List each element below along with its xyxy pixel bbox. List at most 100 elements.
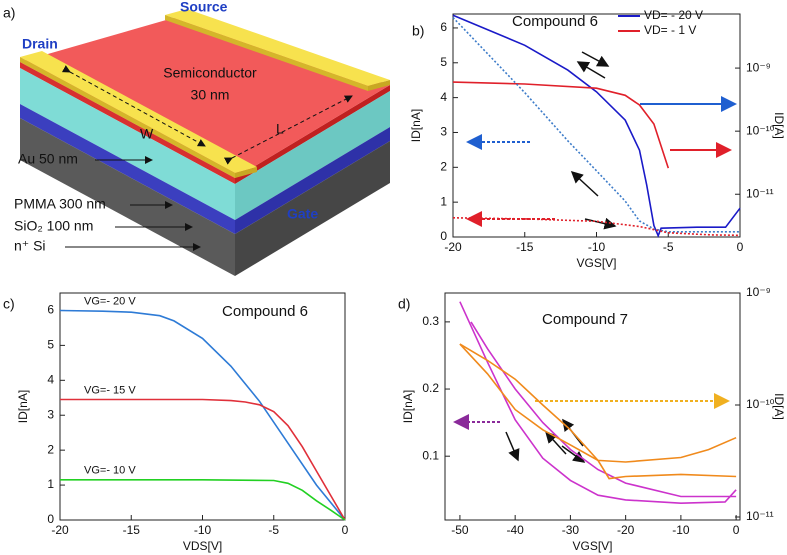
x-axis-label: VGS[V]: [572, 539, 612, 553]
sweep-arrow: [576, 61, 606, 79]
drain-label: Drain: [22, 36, 58, 52]
sweep-arrow: [544, 430, 567, 455]
y-tick-label: 4: [440, 90, 447, 104]
y2-axis-label: ID[A]: [772, 112, 786, 139]
y-tick-label: 6: [440, 20, 447, 34]
sio2-label: SiO₂ 100 nm: [14, 218, 93, 234]
x-axis-label: VDS[V]: [183, 539, 222, 553]
length-arrow: [223, 95, 353, 165]
y-tick-label: 0: [47, 512, 54, 526]
panel-label: d): [398, 296, 410, 312]
x-tick-label: -50: [451, 523, 469, 537]
chart-title: Compound 7: [542, 311, 628, 328]
source-electrode: [165, 9, 390, 86]
y-axis-label: ID[nA]: [16, 390, 30, 423]
drain-electrode-side: [235, 167, 257, 178]
y2-tick-label: 10⁻¹¹: [746, 509, 774, 523]
series-label: VG=- 10 V: [84, 465, 136, 477]
si-side: [20, 118, 235, 276]
sweep-arrow: [584, 217, 617, 230]
si-side: [235, 141, 390, 276]
x-tick-label: -30: [562, 523, 580, 537]
y-tick-label: 6: [47, 303, 54, 317]
series-line: [459, 343, 737, 463]
y2-tick-label: 10⁻¹⁰: [746, 397, 775, 411]
plot-frame: [59, 292, 346, 521]
legend-label: VD= - 1 V: [644, 23, 696, 37]
plot-frame: [444, 292, 741, 521]
pmma-label: PMMA 300 nm: [14, 196, 106, 212]
y-tick-label: 0: [440, 229, 447, 243]
series-line: [459, 301, 737, 505]
sweep-arrow: [505, 431, 520, 462]
series-line: [452, 81, 670, 169]
semiconductor-label: Semiconductor: [163, 65, 257, 81]
y-tick-label: 5: [440, 55, 447, 69]
chart-title: Compound 6: [222, 303, 308, 320]
x-tick-label: -10: [672, 523, 690, 537]
x-tick-label: -5: [663, 240, 674, 254]
x-tick-label: -15: [516, 240, 534, 254]
x-tick-label: 0: [737, 240, 744, 254]
series-line: [470, 321, 737, 498]
y2-tick-label: 10⁻¹⁰: [746, 123, 775, 137]
series-line: [452, 16, 740, 233]
x-tick-label: 0: [733, 523, 740, 537]
chart-title: Compound 6: [512, 13, 598, 30]
y2-axis-label: ID[A]: [772, 393, 786, 420]
y-tick-label: 0.3: [422, 314, 439, 328]
x-tick-label: -20: [617, 523, 635, 537]
sweep-arrow: [570, 170, 599, 197]
device-diagram: a) Source Drain Semiconductor 30 nm W L …: [3, 0, 390, 276]
series-line: [59, 309, 346, 521]
series-line: [60, 479, 346, 521]
y-tick-label: 1: [440, 194, 447, 208]
y-tick-label: 2: [47, 442, 54, 456]
series-line: [452, 14, 741, 238]
y2-tick-label: 10⁻⁹: [746, 60, 771, 74]
x-tick-label: -10: [194, 523, 212, 537]
y-axis-label: ID[nA]: [401, 390, 415, 423]
y-axis-label: ID[nA]: [409, 109, 423, 142]
x-tick-label: -5: [268, 523, 279, 537]
length-label: L: [276, 121, 284, 137]
y2-tick-label: 10⁻⁹: [746, 285, 771, 299]
y-tick-label: 3: [47, 407, 54, 421]
x-tick-label: -10: [588, 240, 606, 254]
source-electrode-side: [368, 80, 390, 91]
y-tick-label: 3: [440, 125, 447, 139]
x-axis-label: VGS[V]: [576, 256, 616, 270]
series-line: [60, 398, 346, 521]
y2-tick-label: 10⁻¹¹: [746, 186, 774, 200]
gate-label: Gate: [287, 206, 318, 222]
width-arrow: [61, 65, 206, 147]
thickness-label: 30 nm: [191, 87, 230, 103]
plot-frame: [452, 13, 741, 238]
au-label: Au 50 nm: [18, 151, 78, 167]
panel-label: a): [3, 5, 15, 21]
series-label: VG=- 15 V: [84, 384, 136, 396]
y-tick-label: 2: [440, 159, 447, 173]
x-tick-label: -40: [506, 523, 524, 537]
source-electrode-side: [165, 15, 368, 91]
y-tick-label: 0.2: [422, 381, 439, 395]
source-label: Source: [180, 0, 228, 15]
y-tick-label: 5: [47, 338, 54, 352]
y-tick-label: 4: [47, 372, 54, 386]
width-label: W: [140, 126, 154, 142]
x-tick-label: 0: [342, 523, 349, 537]
series-line: [459, 343, 737, 480]
sweep-arrow: [561, 445, 586, 463]
x-tick-label: -20: [444, 240, 462, 254]
x-tick-label: -15: [123, 523, 141, 537]
y-tick-label: 0.1: [422, 448, 439, 462]
panel-label: c): [3, 296, 15, 312]
series-label: VG=- 20 V: [84, 295, 136, 307]
si-label: n⁺ Si: [14, 238, 46, 254]
panel-label: b): [412, 23, 424, 39]
legend-label: VD= - 20 V: [644, 8, 703, 22]
y-tick-label: 1: [47, 477, 54, 491]
x-tick-label: -20: [51, 523, 69, 537]
